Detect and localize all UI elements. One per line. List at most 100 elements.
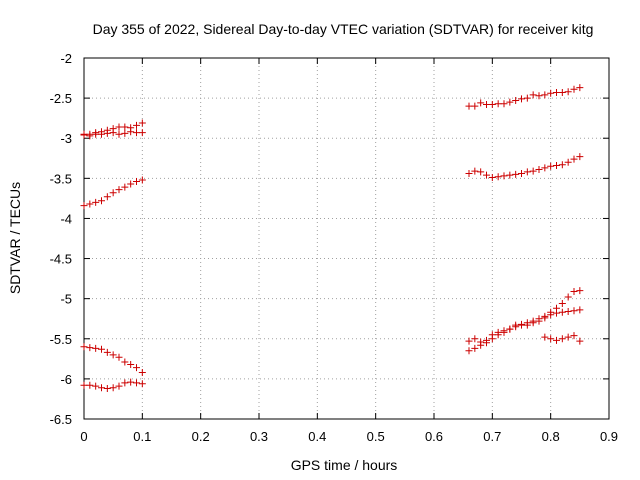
data-point-marker (103, 385, 111, 393)
x-tick-label: 0.7 (483, 429, 501, 444)
data-point-marker (558, 299, 566, 307)
series-track-8 (465, 306, 584, 346)
data-point-marker (138, 176, 146, 184)
data-point-marker (103, 348, 111, 356)
data-point-marker (86, 381, 94, 389)
series-track-5 (80, 378, 146, 393)
data-point-marker (547, 335, 555, 343)
data-point-marker (483, 171, 490, 179)
data-point-marker (576, 306, 584, 314)
data-point-marker (506, 325, 514, 333)
data-point-marker (523, 321, 531, 329)
data-point-marker (529, 167, 537, 175)
y-tick-label: -3 (60, 131, 72, 146)
data-point-marker (86, 132, 94, 140)
chart-title: Day 355 of 2022, Sidereal Day-to-day VTE… (93, 21, 594, 37)
data-point-marker (547, 308, 555, 316)
data-point-marker (558, 161, 566, 169)
data-point-marker (86, 200, 94, 208)
data-point-marker (103, 193, 111, 201)
data-points (80, 84, 584, 393)
y-tick-label: -4 (60, 211, 72, 226)
data-point-marker (133, 121, 140, 129)
data-point-marker (518, 320, 525, 328)
data-point-marker (576, 84, 584, 92)
y-tick-label: -6.5 (50, 412, 72, 427)
data-point-marker (138, 129, 146, 137)
data-point-marker (121, 123, 129, 131)
x-tick-label: 0.8 (542, 429, 560, 444)
data-point-marker (133, 364, 140, 372)
data-point-marker (483, 339, 490, 347)
data-point-marker (553, 336, 560, 344)
data-point-marker (488, 335, 496, 343)
series-track-2 (80, 128, 146, 140)
x-tick-label: 0.2 (192, 429, 210, 444)
data-point-marker (523, 168, 531, 176)
data-point-marker (133, 379, 140, 387)
data-point-marker (529, 91, 537, 99)
y-tick-label: -4.5 (50, 252, 72, 267)
y-tick-label: -2.5 (50, 91, 72, 106)
data-point-marker (477, 99, 485, 107)
x-tick-label: 0.1 (133, 429, 151, 444)
data-point-marker (564, 293, 572, 301)
x-tick-label: 0.3 (250, 429, 268, 444)
data-point-marker (98, 197, 105, 205)
series-track-6 (465, 84, 584, 110)
data-point-marker (121, 358, 129, 366)
data-point-marker (103, 129, 111, 137)
data-point-marker (541, 314, 549, 322)
data-point-marker (535, 92, 543, 100)
data-point-marker (80, 343, 88, 351)
data-point-marker (564, 88, 572, 96)
data-point-marker (558, 88, 566, 96)
data-point-marker (494, 331, 502, 339)
x-tick-label: 0 (80, 429, 87, 444)
y-tick-label: -2 (60, 51, 72, 66)
data-point-marker (570, 307, 578, 315)
data-point-marker (115, 382, 123, 390)
data-point-marker (138, 119, 146, 127)
series-track-10 (541, 332, 584, 345)
data-point-marker (98, 130, 105, 138)
data-point-marker (570, 85, 578, 93)
data-point-marker (138, 368, 146, 376)
data-point-marker (115, 186, 123, 194)
data-point-marker (512, 321, 520, 329)
data-point-marker (471, 335, 479, 343)
data-point-marker (518, 95, 525, 103)
data-point-marker (127, 180, 135, 188)
data-point-marker (500, 328, 508, 336)
x-axis-label: GPS time / hours (291, 457, 398, 473)
data-point-marker (547, 162, 555, 170)
data-point-marker (500, 100, 508, 108)
data-point-marker (121, 183, 129, 191)
data-point-marker (80, 131, 88, 139)
data-point-marker (541, 91, 549, 99)
series-track-3 (80, 176, 146, 210)
data-point-marker (518, 170, 525, 178)
x-tick-label: 0.6 (425, 429, 443, 444)
data-point-marker (547, 89, 555, 97)
data-point-marker (115, 353, 123, 361)
data-point-marker (465, 337, 473, 345)
data-point-marker (92, 198, 100, 206)
data-point-marker (92, 382, 100, 390)
data-point-marker (92, 344, 100, 352)
data-point-marker (500, 172, 508, 180)
data-point-marker (465, 347, 473, 355)
data-point-marker (127, 128, 135, 136)
x-tick-label: 0.5 (367, 429, 385, 444)
data-point-marker (471, 344, 479, 352)
y-tick-label: -3.5 (50, 171, 72, 186)
data-point-marker (570, 332, 578, 340)
data-point-marker (558, 308, 566, 316)
data-point-marker (115, 130, 123, 138)
data-point-marker (541, 164, 549, 172)
series-track-4 (80, 343, 146, 376)
data-point-marker (109, 129, 117, 137)
data-point-marker (576, 287, 584, 295)
data-point-marker (477, 168, 485, 176)
